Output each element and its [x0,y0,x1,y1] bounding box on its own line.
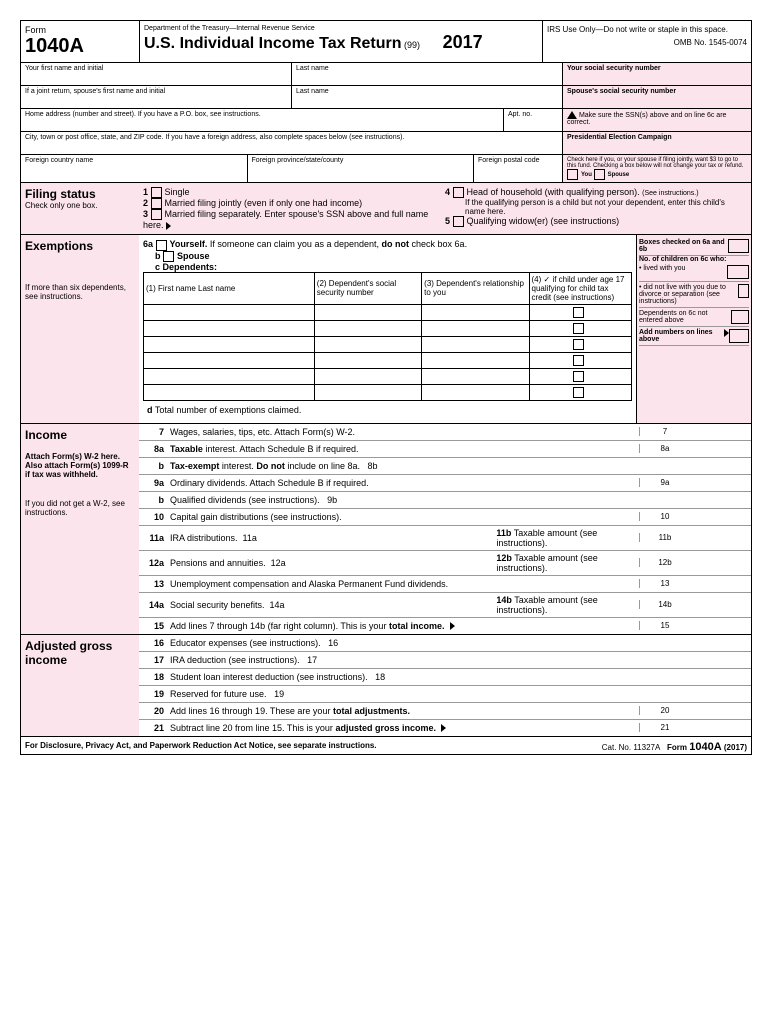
filing-status-options: 1 Single 2 Married filing jointly (even … [139,183,751,234]
exemptions-counts: Boxes checked on 6a and 6b No. of childr… [636,235,751,422]
pec-section: Presidential Election Campaign [563,132,751,154]
ssn-warning: Make sure the SSN(s) above and on line 6… [563,109,751,131]
exemptions-content: 6a Yourself. If someone can claim you as… [139,235,751,422]
filing-qw-checkbox[interactable] [453,216,464,227]
address-field[interactable]: Home address (number and street). If you… [21,109,504,131]
apt-field[interactable]: Apt. no. [504,109,563,131]
foreign-country-field[interactable]: Foreign country name [21,155,248,182]
arrow-icon [450,622,455,630]
pec-you-checkbox[interactable] [567,169,578,180]
foreign-row: Foreign country name Foreign province/st… [21,155,751,183]
name-row: Your first name and initial Last name Yo… [21,63,751,86]
filing-mfj-checkbox[interactable] [151,198,162,209]
spouse-name-row: If a joint return, spouse's first name a… [21,86,751,109]
footer: For Disclosure, Privacy Act, and Paperwo… [21,736,751,754]
income-label: Income Attach Form(s) W-2 here. Also att… [21,424,139,634]
header-left: Form 1040A [21,21,140,62]
spouse-ssn-label: Spouse's social security number [563,86,751,108]
dependents-table: (1) First name Last name(2) Dependent's … [143,272,632,401]
foreign-postal-field[interactable]: Foreign postal code [474,155,563,182]
address-row: Home address (number and street). If you… [21,109,751,132]
warning-icon [567,111,577,119]
filing-status-section: Filing status Check only one box. 1 Sing… [21,183,751,235]
first-name-field[interactable]: Your first name and initial [21,63,292,85]
irs-use: IRS Use Only—Do not write or staple in t… [547,25,747,34]
form-year: 2017 [443,32,483,53]
agi-lines: 16Educator expenses (see instructions). … [139,635,751,736]
filing-mfs-checkbox[interactable] [151,209,162,220]
dept-label: Department of the Treasury—Internal Reve… [144,25,538,32]
form-1040a: Form 1040A Department of the Treasury—In… [20,20,752,755]
arrow-icon [166,222,171,230]
dependent-row[interactable] [144,368,632,384]
ssn-label: Your social security number [563,63,751,85]
exemptions-section: Exemptions If more than six dependents, … [21,235,751,423]
filing-hoh-checkbox[interactable] [453,187,464,198]
header: Form 1040A Department of the Treasury—In… [21,21,751,63]
omb-number: OMB No. 1545-0074 [547,38,747,47]
yourself-checkbox[interactable] [156,240,167,251]
arrow-icon [441,724,446,732]
city-row: City, town or post office, state, and ZI… [21,132,751,155]
income-section: Income Attach Form(s) W-2 here. Also att… [21,424,751,635]
city-field[interactable]: City, town or post office, state, and ZI… [21,132,563,154]
dependent-row[interactable] [144,304,632,320]
last-name-field[interactable]: Last name [292,63,563,85]
dependent-row[interactable] [144,384,632,400]
exemptions-label: Exemptions If more than six dependents, … [21,235,139,422]
form-label: Form [25,25,135,35]
foreign-province-field[interactable]: Foreign province/state/county [248,155,475,182]
pec-title: Presidential Election Campaign [567,134,747,141]
form-code: (99) [404,40,420,50]
spouse-first-field[interactable]: If a joint return, spouse's first name a… [21,86,292,108]
spouse-last-field[interactable]: Last name [292,86,563,108]
dependent-row[interactable] [144,352,632,368]
spouse-checkbox[interactable] [163,251,174,262]
income-lines: 7Wages, salaries, tips, etc. Attach Form… [139,424,751,634]
header-right: IRS Use Only—Do not write or staple in t… [542,21,751,62]
filing-single-checkbox[interactable] [151,187,162,198]
form-title: U.S. Individual Income Tax Return [144,35,402,52]
dependent-row[interactable] [144,320,632,336]
dependent-row[interactable] [144,336,632,352]
pec-spouse-checkbox[interactable] [594,169,605,180]
pec-text: Check here if you, or your spouse if fil… [563,155,751,182]
form-number: 1040A [25,35,135,58]
agi-section: Adjusted gross income 16Educator expense… [21,635,751,736]
header-middle: Department of the Treasury—Internal Reve… [140,21,542,62]
agi-label: Adjusted gross income [21,635,139,736]
filing-status-label: Filing status Check only one box. [21,183,139,234]
